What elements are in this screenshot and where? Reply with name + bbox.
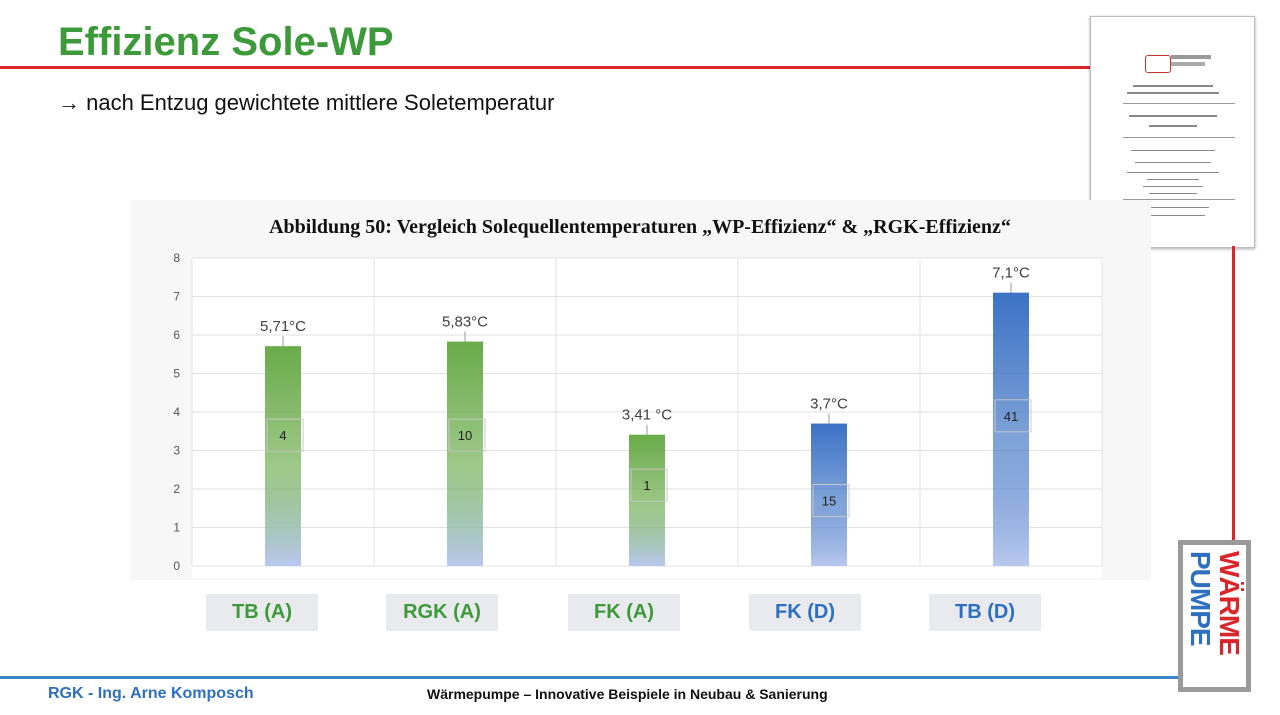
- slide-subtitle: → nach Entzug gewichtete mittlere Solete…: [58, 90, 555, 115]
- bar-2: [447, 341, 483, 566]
- category-label-tb-a: TB (A): [206, 594, 318, 631]
- count-label: 41: [1004, 409, 1018, 424]
- cover-text-line: [1149, 125, 1197, 127]
- count-label-box: [266, 418, 304, 452]
- y-tick-label: 8: [173, 251, 180, 265]
- bar-4: [811, 423, 847, 566]
- cover-rule: [1123, 199, 1235, 200]
- logo-word-waerme: WÄRME: [1214, 551, 1245, 655]
- bar-chart: Abbildung 50: Vergleich Solequellentempe…: [173, 216, 1103, 578]
- count-label-box: [448, 418, 486, 452]
- y-tick-label: 1: [173, 521, 180, 535]
- chart-title: Abbildung 50: Vergleich Solequellentempe…: [269, 216, 1011, 238]
- category-label-fk-a: FK (A): [568, 594, 680, 631]
- y-tick-label: 2: [173, 482, 180, 496]
- cover-text-line: [1137, 207, 1209, 208]
- y-tick-label: 3: [173, 444, 180, 458]
- cover-rule: [1123, 103, 1235, 104]
- y-tick-label: 7: [173, 290, 180, 304]
- logo-word-pumpe: PUMPE: [1185, 551, 1216, 646]
- value-label: 5,83°C: [442, 314, 488, 331]
- y-tick-label: 0: [173, 559, 180, 573]
- value-label: 5,71°C: [260, 318, 306, 335]
- cover-text-line: [1141, 215, 1205, 216]
- count-label: 1: [643, 478, 650, 493]
- bar-3: [629, 434, 665, 566]
- title-underline: [0, 66, 1092, 69]
- count-label: 10: [458, 428, 472, 443]
- category-label-fk-d: FK (D): [749, 594, 861, 631]
- count-label-box: [630, 468, 668, 502]
- side-accent-line: [1232, 246, 1235, 541]
- footer-rule: [0, 676, 1178, 679]
- bar-5: [993, 292, 1029, 566]
- count-label-box: [994, 399, 1032, 433]
- cover-text-line: [1135, 162, 1211, 163]
- cover-text-line: [1133, 85, 1213, 87]
- count-label: 4: [279, 428, 286, 443]
- value-label: 3,41 °C: [622, 407, 672, 424]
- cover-text-line: [1129, 115, 1217, 117]
- category-label-tb-d: TB (D): [929, 594, 1041, 631]
- category-label-rgk-a: RGK (A): [386, 594, 498, 631]
- waermepumpe-logo: WÄRME PUMPE: [1178, 540, 1251, 692]
- y-tick-label: 4: [173, 405, 180, 419]
- cover-text-line: [1127, 172, 1219, 173]
- y-tick-label: 5: [173, 367, 180, 381]
- value-label: 3,7°C: [810, 396, 848, 413]
- logo-text-line: [1171, 62, 1205, 66]
- bar-1: [265, 346, 301, 566]
- count-label: 15: [822, 494, 836, 509]
- logo-text-line: [1171, 55, 1211, 59]
- cover-text-line: [1143, 186, 1203, 187]
- value-label: 7,1°C: [992, 265, 1030, 282]
- cover-text-line: [1149, 193, 1197, 194]
- footer-author: RGK - Ing. Arne Komposch: [48, 685, 254, 702]
- count-label-box: [812, 484, 850, 518]
- y-tick-label: 6: [173, 328, 180, 342]
- slide-title: Effizienz Sole-WP: [58, 20, 394, 64]
- cover-text-line: [1147, 179, 1199, 180]
- cover-text-line: [1131, 150, 1215, 151]
- cover-text-line: [1127, 92, 1219, 94]
- cover-rule: [1123, 137, 1235, 138]
- footer-event-title: Wärmepumpe – Innovative Beispiele in Neu…: [427, 686, 828, 702]
- chart-panel: Abbildung 50: Vergleich Solequellentempe…: [130, 200, 1151, 580]
- fh-logo-icon: [1145, 55, 1171, 73]
